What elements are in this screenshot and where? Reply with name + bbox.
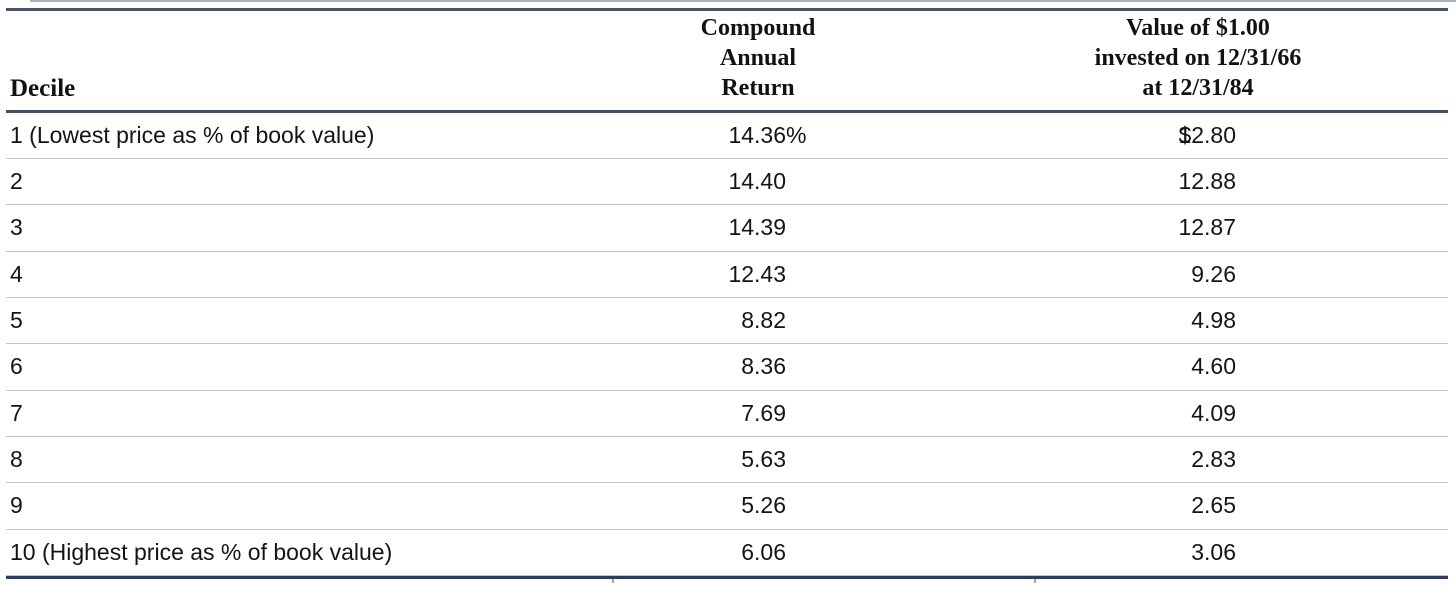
decile-cell: 2 [10, 168, 23, 195]
table-header-row: Decile Compound Annual Return Value of $… [6, 11, 1448, 110]
decile-cell: 9 [10, 492, 23, 519]
decile-cell: 3 [10, 214, 23, 241]
table-row: 4 12.43 9.26 [6, 252, 1448, 298]
decile-cell: 8 [10, 446, 23, 473]
table-row: 5 8.82 4.98 [6, 298, 1448, 345]
column-boundary-tick [612, 579, 614, 583]
table-bottom-rule [6, 575, 1448, 579]
return-cell: 14.40 [728, 168, 786, 195]
decile-cell: 4 [10, 260, 23, 287]
return-cell: 8.36 [741, 353, 786, 380]
return-cell: 8.82 [741, 307, 786, 334]
table-row: 3 14.39 12.87 [6, 205, 1448, 252]
table-row: 10 (Highest price as % of book value) 6.… [6, 530, 1448, 576]
table-row: 8 5.63 2.83 [6, 437, 1448, 484]
header-value-invested: Value of $1.00 invested on 12/31/66 at 1… [1094, 15, 1302, 101]
decile-cell: 10 (Highest price as % of book value) [10, 538, 393, 565]
decile-cell: 1 (Lowest price as % of book value) [10, 121, 375, 148]
value-cell: 3.06 [1191, 538, 1236, 565]
value-cell: 4.98 [1191, 307, 1236, 334]
decile-cell: 7 [10, 399, 23, 426]
header-decile-label: Decile [10, 75, 76, 102]
return-cell: 12.43 [728, 260, 786, 287]
header-compound-annual-return: Compound Annual Return [700, 15, 816, 101]
table-row: 2 14.40 12.88 [6, 159, 1448, 206]
value-cell: 2.83 [1191, 446, 1236, 473]
decile-cell: 6 [10, 353, 23, 380]
return-cell: 14.39 [728, 214, 786, 241]
table-row: 6 8.36 4.60 [6, 344, 1448, 391]
value-cell: $12.80 [1178, 121, 1236, 148]
return-cell: 5.63 [741, 446, 786, 473]
decile-returns-table: Decile Compound Annual Return Value of $… [6, 8, 1448, 579]
top-hairline-rule [30, 0, 1456, 2]
return-cell: 5.26 [741, 492, 786, 519]
value-cell: 4.09 [1191, 399, 1236, 426]
value-cell: 9.26 [1191, 260, 1236, 287]
return-cell: 7.69 [741, 399, 786, 426]
table-top-rule [6, 8, 1448, 11]
table-row: 1 (Lowest price as % of book value) 14.3… [6, 113, 1448, 159]
table-row: 9 5.26 2.65 [6, 483, 1448, 530]
header-decile: Decile [6, 75, 568, 103]
value-cell: 4.60 [1191, 353, 1236, 380]
value-cell: 12.87 [1178, 214, 1236, 241]
return-cell: 14.36% [728, 121, 807, 148]
return-cell: 6.06 [741, 538, 786, 565]
column-boundary-tick [1034, 579, 1036, 583]
header-underline-rule [6, 110, 1448, 113]
value-cell: 2.65 [1191, 492, 1236, 519]
value-cell: 12.88 [1178, 168, 1236, 195]
decile-cell: 5 [10, 307, 23, 334]
table-row: 7 7.69 4.09 [6, 391, 1448, 437]
